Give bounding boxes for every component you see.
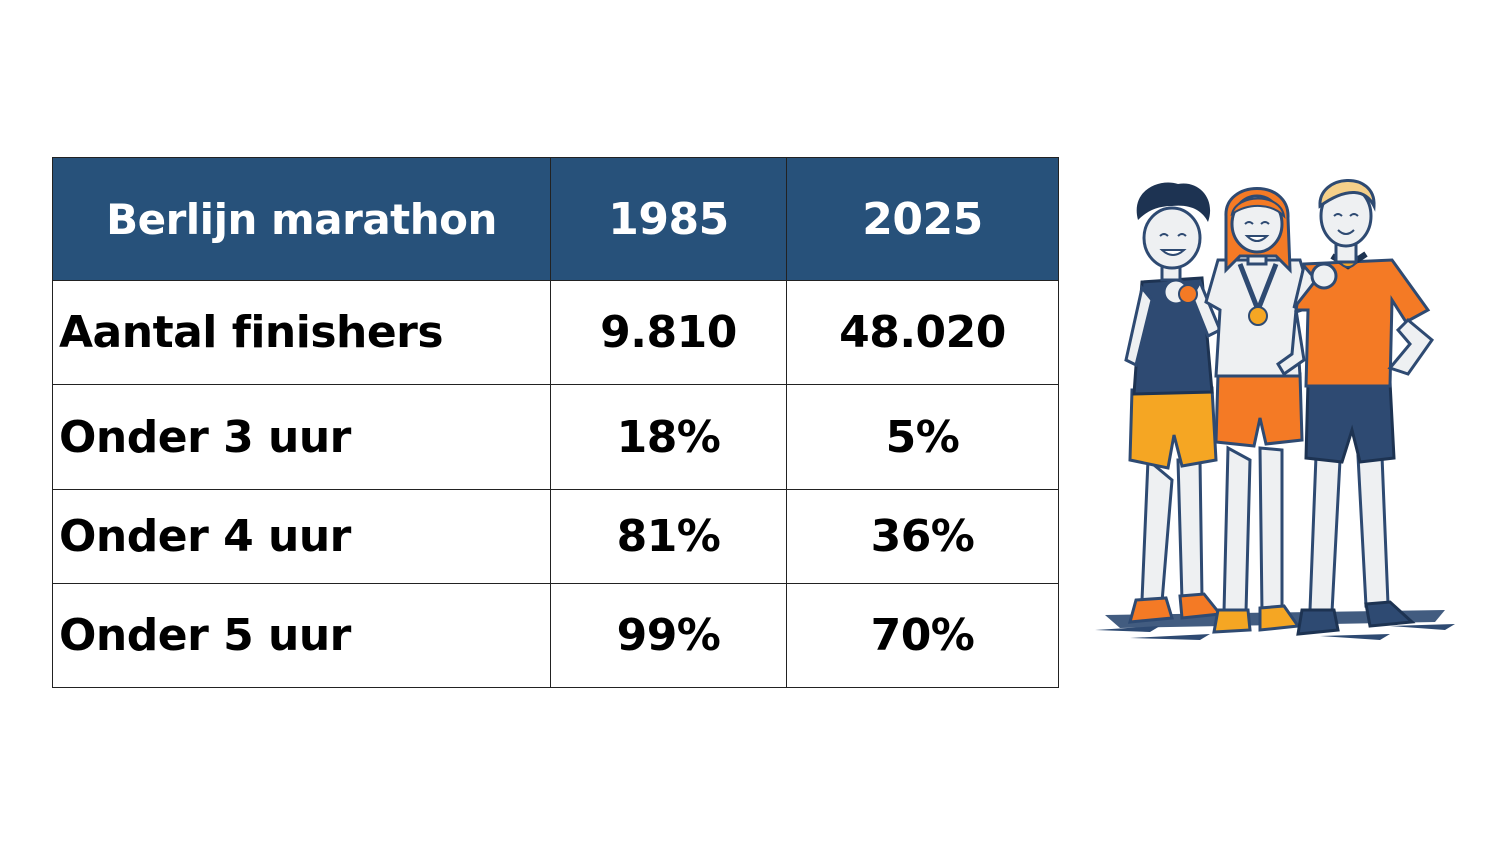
cell-1985: 81% [550, 489, 787, 584]
cell-2025: 36% [786, 489, 1059, 584]
marathon-stats-table: Berlijn marathon 1985 2025 Aantal finish… [52, 157, 1059, 688]
runner-left-icon [1124, 182, 1223, 624]
cell-2025: 5% [786, 384, 1059, 490]
table-row: Aantal finishers 9.810 48.020 [52, 280, 1059, 385]
cell-2025: 48.020 [786, 280, 1059, 385]
runner-right-icon [1292, 179, 1435, 636]
table-row: Onder 3 uur 18% 5% [52, 384, 1059, 490]
cell-1985: 9.810 [550, 280, 787, 385]
three-runners-with-medals-illustration [1095, 179, 1455, 640]
header-cell-year-1985: 1985 [550, 157, 787, 281]
cell-2025: 70% [786, 583, 1059, 688]
cell-1985: 99% [550, 583, 787, 688]
row-label: Onder 4 uur [52, 489, 551, 584]
table-header-row: Berlijn marathon 1985 2025 [52, 157, 1059, 281]
header-cell-year-2025: 2025 [786, 157, 1059, 281]
header-cell-event: Berlijn marathon [52, 157, 551, 281]
table-row: Onder 5 uur 99% 70% [52, 583, 1059, 688]
row-label: Onder 5 uur [52, 583, 551, 688]
runner-middle-icon [1204, 187, 1316, 634]
row-label: Aantal finishers [52, 280, 551, 385]
cell-1985: 18% [550, 384, 787, 490]
row-label: Onder 3 uur [52, 384, 551, 490]
table-row: Onder 4 uur 81% 36% [52, 489, 1059, 584]
